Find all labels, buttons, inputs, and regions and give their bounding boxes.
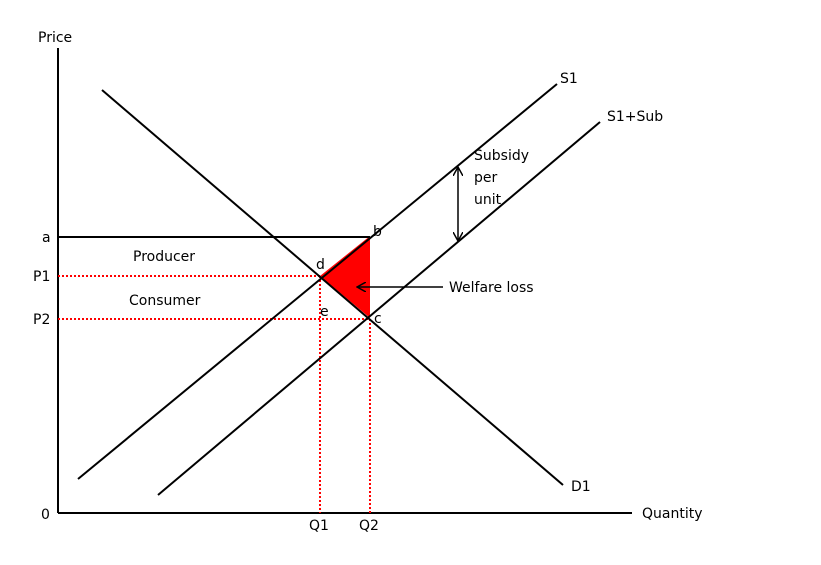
point-label-d: d (316, 257, 325, 273)
supply-subsidy-curve-label: S1+Sub (607, 109, 663, 125)
point-label-b: b (373, 224, 382, 240)
supply-curve-label: S1 (560, 71, 578, 87)
subsidy-label-line3: unit (474, 192, 502, 208)
demand-curve (101, 89, 564, 486)
supply-curve (77, 83, 558, 480)
price-label-p2: P2 (33, 312, 50, 328)
x-axis-label: Quantity (642, 506, 703, 522)
point-label-c: c (374, 311, 382, 327)
y-axis-label: Price (38, 30, 72, 46)
origin-label: 0 (41, 507, 50, 523)
producer-area-label: Producer (133, 249, 195, 265)
demand-curve-label: D1 (571, 479, 591, 495)
quantity-label-q2: Q2 (359, 518, 379, 534)
consumer-area-label: Consumer (129, 293, 201, 309)
price-label-a: a (42, 230, 51, 246)
quantity-label-q1: Q1 (309, 518, 329, 534)
welfare-loss-triangle (320, 236, 370, 318)
subsidy-label-line2: per (474, 170, 498, 186)
welfare-loss-label: Welfare loss (449, 280, 534, 296)
supply-subsidy-curve (157, 121, 601, 496)
price-label-p1: P1 (33, 269, 50, 285)
point-label-e: e (320, 304, 329, 320)
subsidy-label-line1: Subsidy (474, 148, 529, 164)
